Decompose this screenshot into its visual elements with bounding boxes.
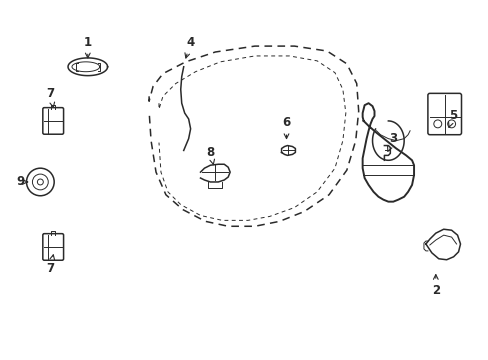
Text: 6: 6 <box>282 116 290 139</box>
Text: 7: 7 <box>46 87 55 107</box>
Text: 2: 2 <box>431 275 439 297</box>
Text: 3: 3 <box>387 132 397 151</box>
Text: 4: 4 <box>184 36 194 58</box>
Text: 9: 9 <box>17 175 28 189</box>
Text: 8: 8 <box>206 146 214 165</box>
Text: 7: 7 <box>46 255 55 275</box>
Text: 5: 5 <box>447 108 457 127</box>
Text: 1: 1 <box>83 36 92 58</box>
